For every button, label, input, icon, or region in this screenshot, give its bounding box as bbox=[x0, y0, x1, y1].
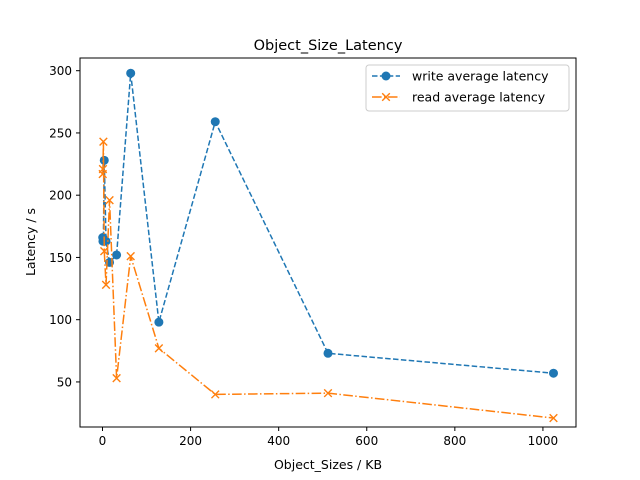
x-axis-ticks: 0 200 400 600 800 1000 bbox=[99, 427, 559, 448]
legend-marker bbox=[381, 71, 391, 81]
x-tick-label: 0 bbox=[99, 434, 107, 448]
data-point bbox=[112, 373, 121, 383]
y-tick-label: 100 bbox=[49, 313, 72, 327]
data-point bbox=[549, 413, 558, 423]
data-point bbox=[154, 317, 164, 327]
data-point bbox=[548, 368, 558, 378]
y-axis-label: Latency / s bbox=[23, 208, 38, 276]
data-point bbox=[126, 68, 136, 78]
data-point bbox=[99, 246, 109, 256]
data-point bbox=[98, 164, 108, 174]
legend-label: write average latency bbox=[412, 69, 549, 84]
y-tick-label: 250 bbox=[49, 126, 72, 140]
legend-item: read average latency bbox=[372, 90, 546, 105]
y-tick-label: 200 bbox=[49, 189, 72, 203]
data-point bbox=[101, 236, 111, 246]
x-tick-label: 800 bbox=[443, 434, 466, 448]
legend: write average latency read average latenc… bbox=[365, 64, 570, 112]
data-point bbox=[323, 388, 333, 398]
data-point bbox=[126, 251, 135, 261]
data-point bbox=[323, 348, 333, 358]
x-axis-label: Object_Sizes / KB bbox=[274, 457, 382, 472]
chart-title: Object_Size_Latency bbox=[254, 38, 403, 54]
series-2 bbox=[98, 137, 558, 423]
data-point bbox=[210, 390, 220, 399]
legend-box bbox=[365, 64, 570, 112]
y-tick-label: 50 bbox=[57, 375, 72, 389]
series-line bbox=[101, 141, 554, 419]
data-point bbox=[112, 250, 122, 260]
legend-item: write average latency bbox=[372, 69, 549, 84]
data-point bbox=[101, 280, 111, 290]
x-tick-label: 1000 bbox=[528, 434, 559, 448]
data-point bbox=[99, 137, 108, 146]
series-1 bbox=[98, 68, 558, 378]
y-tick-label: 150 bbox=[49, 251, 72, 265]
axes-frame bbox=[79, 57, 577, 428]
y-axis-ticks: 50 100 150 200 250 300 bbox=[49, 64, 80, 389]
x-tick-label: 600 bbox=[355, 434, 378, 448]
data-point bbox=[105, 195, 114, 205]
data-point bbox=[210, 117, 220, 127]
legend-label: read average latency bbox=[412, 90, 546, 105]
series-line bbox=[101, 73, 554, 374]
legend-marker bbox=[381, 92, 391, 102]
y-tick-label: 300 bbox=[49, 64, 72, 78]
x-tick-label: 400 bbox=[267, 434, 290, 448]
series-layer bbox=[98, 68, 558, 423]
x-tick-label: 200 bbox=[179, 434, 202, 448]
data-point bbox=[154, 344, 164, 353]
